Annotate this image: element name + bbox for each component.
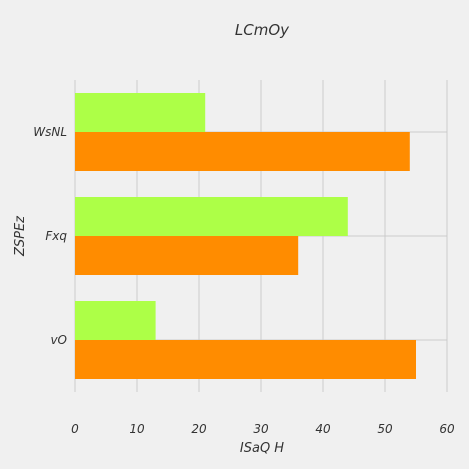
y-tick-label: WsNL [33,125,67,139]
bar-layer [75,93,416,379]
x-tick-label: 50 [377,422,393,436]
y-tick-label: Fxq [45,229,67,243]
x-axis-label: ISaQ H [240,441,284,456]
bar-series-1-vO [75,340,416,379]
x-tick-label: 0 [71,422,79,436]
x-tick-label: 40 [315,422,331,436]
bar-series-2-vO [75,301,156,340]
x-tick-label: 30 [253,422,269,436]
y-axis-label: ZSPEz [13,215,28,257]
chart-title: LCmOy [235,21,290,39]
x-tick-label: 60 [439,422,455,436]
bar-series-1-WsNL [75,132,410,171]
bar-series-1-Fxq [75,236,299,275]
tick-layer: 0 10 20 30 40 50 60 vO Fxq WsNL [33,125,455,436]
bar-series-2-WsNL [75,93,206,132]
x-tick-label: 20 [191,422,207,436]
x-tick-label: 10 [129,422,145,436]
bar-series-2-Fxq [75,197,348,236]
y-tick-label: vO [50,333,67,347]
